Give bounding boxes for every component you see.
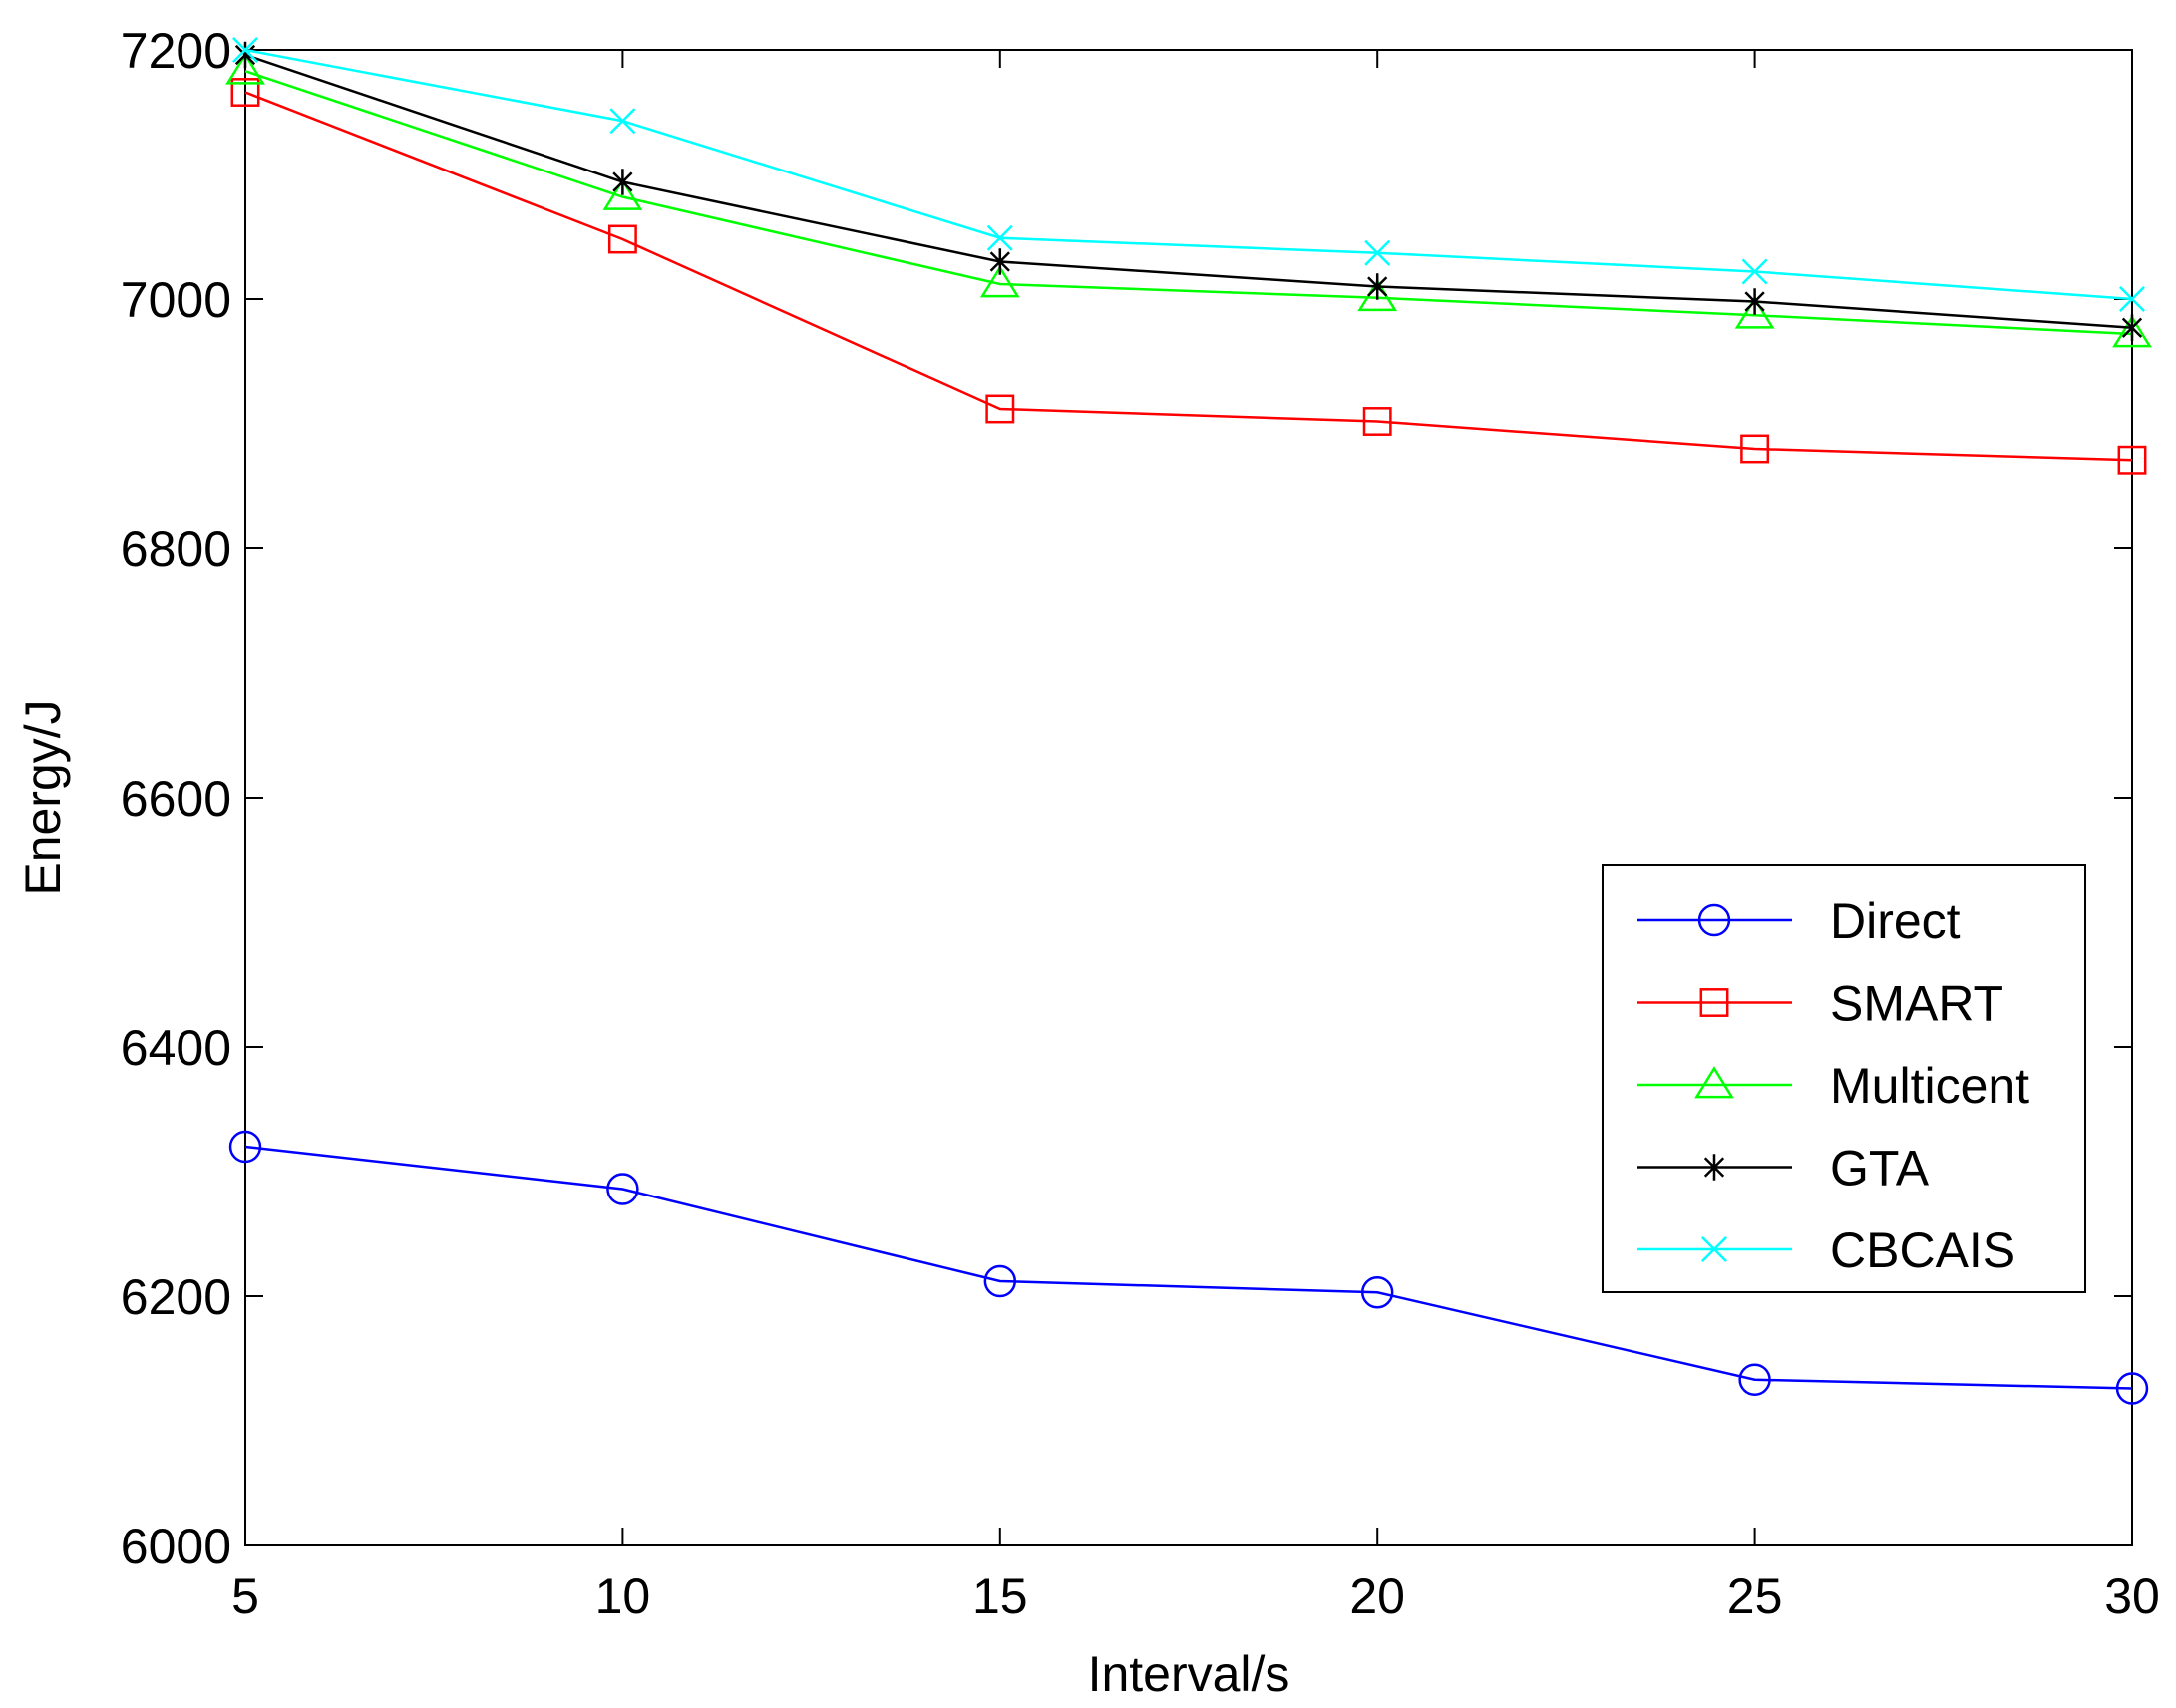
- data-point: [225, 52, 265, 85]
- series-line: [244, 53, 2133, 329]
- legend-label: Direct: [1830, 893, 1961, 949]
- legend-item: Multicent: [1637, 1058, 2029, 1114]
- data-point: [1744, 288, 1765, 315]
- data-point: [609, 108, 636, 135]
- legend-item: CBCAIS: [1637, 1222, 2015, 1278]
- x-axis-label: Interval/s: [1088, 1646, 1290, 1702]
- data-point: [1362, 407, 1392, 436]
- y-tick-label: 7200: [121, 23, 231, 79]
- x-axis: 5 10 15 20 25 30: [231, 50, 2160, 1624]
- data-point: [607, 224, 637, 254]
- legend-marker: [1694, 1066, 1734, 1099]
- data-point: [1740, 434, 1770, 464]
- y-tick-label: 6200: [121, 1269, 231, 1325]
- legend-marker: [1703, 1154, 1725, 1181]
- data-point: [985, 394, 1015, 424]
- y-tick-label: 6000: [121, 1519, 231, 1574]
- y-tick-label: 6400: [121, 1020, 231, 1076]
- data-point: [602, 177, 643, 210]
- data-point: [232, 37, 258, 63]
- data-point: [989, 248, 1010, 275]
- legend-label: SMART: [1830, 976, 2003, 1032]
- data-point: [230, 78, 260, 107]
- series-direct: [228, 1130, 2149, 1405]
- y-axis-label: Energy/J: [15, 699, 71, 895]
- x-tick-label: 15: [972, 1568, 1028, 1624]
- data-point: [228, 1130, 262, 1164]
- data-point: [979, 265, 1020, 298]
- y-axis: 6000 6200 6400 6600 6800 7000 7200: [121, 23, 2132, 1574]
- y-tick-label: 7000: [121, 272, 231, 328]
- series-line: [244, 70, 2133, 336]
- series-line: [244, 1145, 2133, 1390]
- legend-label: CBCAIS: [1830, 1222, 2015, 1278]
- x-tick-label: 30: [2104, 1568, 2160, 1624]
- data-point: [1734, 296, 1775, 329]
- data-point: [612, 169, 633, 195]
- data-point: [606, 1173, 639, 1205]
- series-line: [244, 91, 2133, 462]
- data-point: [2119, 286, 2145, 312]
- x-tick-label: 25: [1727, 1568, 1783, 1624]
- series-line: [244, 48, 2133, 301]
- data-point: [1738, 1363, 1771, 1396]
- legend-item: Direct: [1637, 893, 1961, 949]
- x-tick-label: 5: [231, 1568, 259, 1624]
- legend: Direct SMART Multicent GTA CBCAIS: [1602, 864, 2086, 1293]
- series-smart: [230, 78, 2147, 475]
- data-point: [1741, 258, 1768, 285]
- series-layer: [225, 37, 2152, 1405]
- legend-marker: [1699, 988, 1729, 1017]
- data-point: [1367, 273, 1388, 300]
- y-tick-label: 6800: [121, 521, 231, 577]
- legend-marker: [1701, 1236, 1727, 1262]
- data-point: [2115, 1372, 2149, 1405]
- data-point: [2112, 315, 2152, 348]
- data-point: [1364, 239, 1391, 266]
- data-point: [983, 1264, 1017, 1298]
- legend-box: [1602, 864, 2086, 1293]
- legend-marker: [1697, 903, 1731, 937]
- data-point: [234, 41, 256, 69]
- data-point: [2117, 445, 2147, 475]
- y-tick-label: 6600: [121, 771, 231, 827]
- series-cbcais: [232, 37, 2145, 312]
- legend-label: Multicent: [1830, 1058, 2029, 1114]
- data-point: [2121, 314, 2143, 341]
- legend-item: SMART: [1637, 976, 2003, 1032]
- data-point: [1360, 1276, 1394, 1309]
- x-tick-label: 10: [595, 1568, 651, 1624]
- series-gta: [234, 41, 2143, 341]
- data-point: [986, 224, 1013, 251]
- legend-item: GTA: [1637, 1141, 1930, 1196]
- series-multicent: [225, 52, 2152, 348]
- legend-label: GTA: [1830, 1141, 1930, 1196]
- x-tick-label: 20: [1349, 1568, 1405, 1624]
